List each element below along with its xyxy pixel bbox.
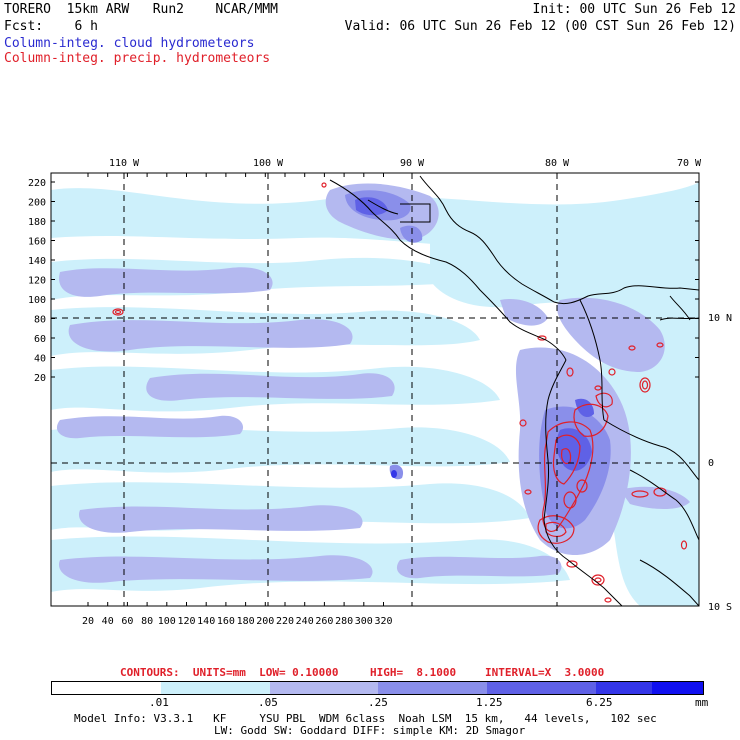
y-tick-label: 60 (34, 334, 46, 345)
coastlines (329, 175, 699, 606)
x-tick-label: 80 (141, 616, 153, 627)
x-tick-label: 20 (82, 616, 94, 627)
colorbar-swatch (596, 682, 653, 694)
contour-interval: INTERVAL=X 3.0000 (485, 666, 605, 679)
x-tick-label: 260 (315, 616, 333, 627)
lat-label: 10 S (708, 602, 732, 613)
lon-label: 90 W (400, 158, 425, 169)
colorbar-label: .25 (368, 696, 388, 709)
y-tick-label: 200 (28, 198, 46, 209)
precip-contours (112, 182, 688, 603)
colorbar-swatch (52, 682, 162, 694)
map-frame (50, 172, 700, 607)
init-time: Init: 00 UTC Sun 26 Feb 12 (532, 2, 737, 17)
lat-label: 0 (708, 458, 714, 469)
colorbar-swatch (652, 682, 703, 694)
colorbar-label: 6.25 (586, 696, 613, 709)
galapagos-island (391, 470, 397, 478)
y-tick-label: 140 (28, 256, 46, 267)
x-tick-label: 40 (102, 616, 114, 627)
y-tick-label: 120 (28, 276, 46, 287)
x-tick-label: 160 (217, 616, 235, 627)
latlon-grid (51, 173, 699, 606)
lon-label: 100 W (253, 158, 284, 169)
colorbar-label: 1.25 (476, 696, 503, 709)
x-tick-label: 320 (374, 616, 392, 627)
colorbar-swatch (378, 682, 488, 694)
contour-units: CONTOURS: UNITS=mm LOW= 0.10000 (120, 666, 339, 679)
colorbar-swatch (161, 682, 271, 694)
forecast-hour: Fcst: 6 h (4, 19, 98, 34)
x-tick-label: 220 (276, 616, 294, 627)
y-tick-label: 180 (28, 217, 46, 228)
model-info: Model Info: V3.3.1 KF YSU PBL WDM 6class… (74, 712, 657, 725)
legend-precip: Column-integ. precip. hydrometeors (4, 51, 271, 66)
lon-label: 70 W (677, 158, 702, 169)
model-physics: LW: Godd SW: Goddard DIFF: simple KM: 2D… (214, 724, 526, 737)
title-left: TORERO 15km ARW Run2 NCAR/MMM (4, 2, 278, 17)
y-tick-label: 220 (28, 178, 46, 189)
x-tick-label: 140 (197, 616, 215, 627)
valid-time: Valid: 06 UTC Sun 26 Feb 12 (00 CST Sun … (344, 19, 736, 34)
lat-label: 10 N (708, 313, 732, 324)
colorbar (51, 681, 704, 695)
colorbar-label: .01 (149, 696, 169, 709)
y-tick-label: 160 (28, 237, 46, 248)
colorbar-swatch (270, 682, 379, 694)
x-tick-label: 120 (177, 616, 195, 627)
legend-cloud: Column-integ. cloud hydrometeors (4, 36, 255, 51)
y-tick-label: 40 (34, 354, 46, 365)
x-tick-label: 180 (237, 616, 255, 627)
y-tick-label: 80 (34, 315, 46, 326)
x-tick-label: 60 (121, 616, 133, 627)
y-tick-label: 20 (34, 373, 46, 384)
x-tick-label: 280 (335, 616, 353, 627)
lon-label: 80 W (545, 158, 570, 169)
lon-label: 110 W (109, 158, 140, 169)
colorbar-label: .05 (258, 696, 278, 709)
contour-high: HIGH= 8.1000 (370, 666, 457, 679)
y-tick-label: 100 (28, 295, 46, 306)
x-tick-label: 300 (355, 616, 373, 627)
x-tick-label: 100 (158, 616, 176, 627)
x-tick-label: 200 (256, 616, 274, 627)
colorbar-swatch (487, 682, 597, 694)
x-tick-label: 240 (296, 616, 314, 627)
colorbar-unit: mm (695, 696, 709, 709)
cloud-darkest (355, 197, 594, 471)
